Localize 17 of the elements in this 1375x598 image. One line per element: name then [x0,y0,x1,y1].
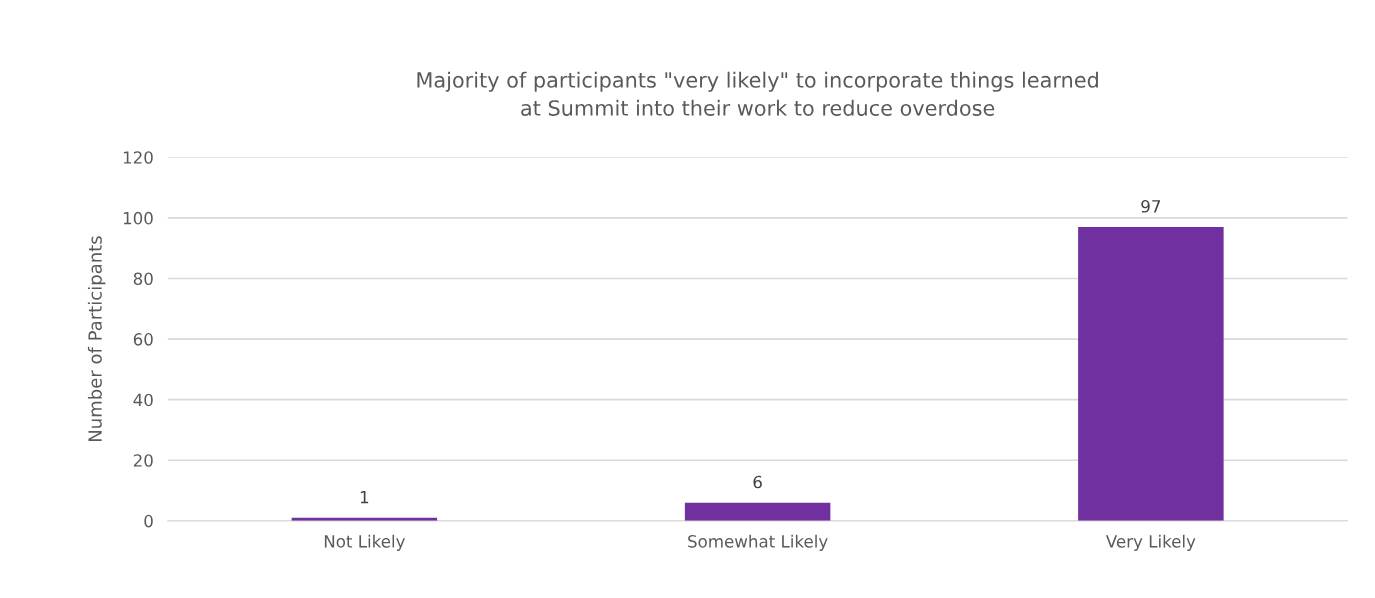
x-tick-label: Very Likely [1105,534,1196,551]
x-tick-label: Not Likely [324,534,405,551]
y-tick-label: 80 [133,272,153,286]
bar [684,502,831,521]
y-axis-title: Number of Participants [87,236,106,442]
data-label: 1 [360,491,369,504]
y-tick-label: 40 [133,393,153,407]
data-label: 97 [1141,200,1161,213]
y-tick-label: 0 [144,514,153,528]
bar [1078,226,1224,521]
x-tick-label: Somewhat Likely [688,534,828,551]
y-tick-label: 60 [133,333,153,346]
y-tick-label: 100 [123,211,153,225]
chart-title: Majority of participants "very likely" to incorporate things learned at Summit into their work to reduce overdose [417,71,1098,116]
y-tick-label: 20 [133,454,153,467]
y-tick-label: 120 [123,151,153,164]
data-label: 6 [753,475,762,489]
